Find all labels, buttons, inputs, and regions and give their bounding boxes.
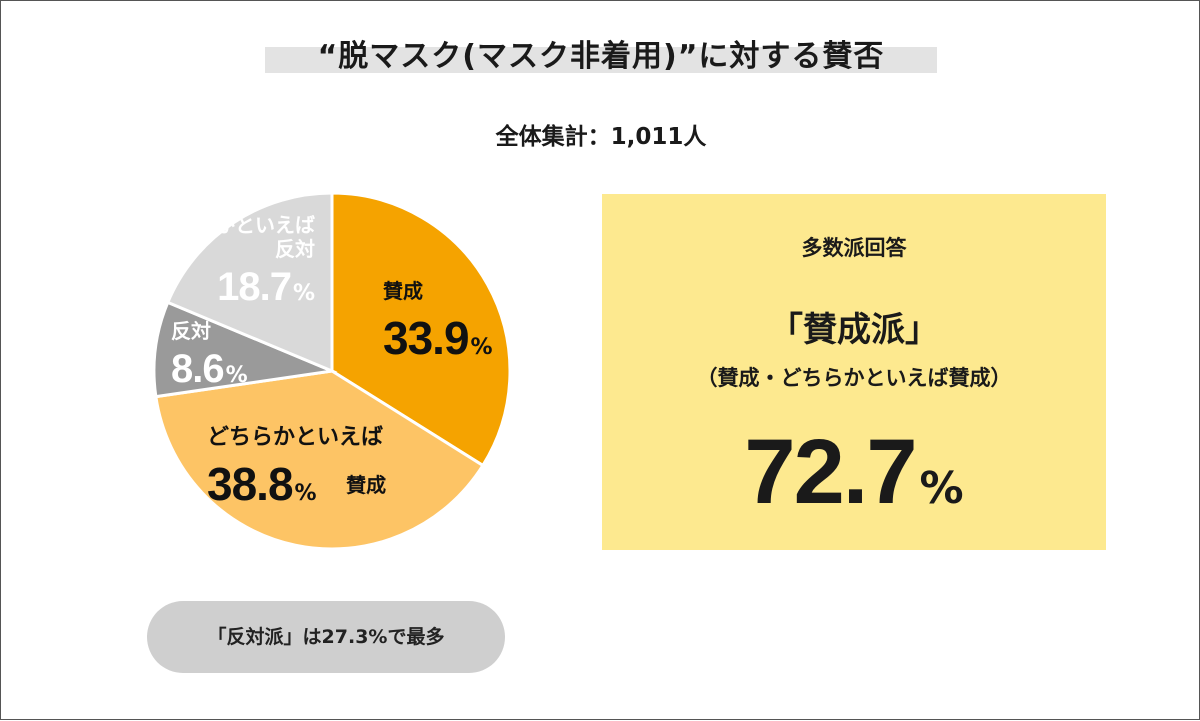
summary-total-unit: %: [919, 463, 964, 514]
pie-slice-somewhat-oppose: [165, 191, 334, 374]
slice-label-somewhat-oppose-category: どちらかといえば: [155, 213, 315, 237]
majority-summary-box: 多数派回答 「賛成派」 （賛成・どちらかといえば賛成） 72.7%: [602, 194, 1106, 550]
oppose-note-pill: 「反対派」は27.3%で最多: [147, 601, 505, 673]
slice-label-somewhat-approve: どちらかといえば 38.8% 賛成: [207, 425, 387, 510]
slice-label-approve-unit: %: [470, 335, 493, 360]
slice-label-somewhat-oppose-unit: %: [292, 281, 315, 306]
summary-heading: 多数派回答: [801, 236, 907, 260]
slice-label-somewhat-approve-unit: %: [294, 481, 317, 506]
slice-label-somewhat-approve-category-2: 賛成: [346, 473, 387, 497]
summary-description: （賛成・どちらかといえば賛成）: [696, 366, 1012, 390]
summary-total-value: 72.7: [744, 421, 917, 523]
chart-title: “脱マスク(マスク非着用)”に対する賛否: [317, 39, 885, 74]
slice-label-somewhat-oppose-value: 18.7: [217, 265, 292, 309]
pie-slice-somewhat-approve: [154, 369, 485, 551]
slice-label-somewhat-approve-value: 38.8: [207, 458, 294, 510]
title-highlight: [265, 47, 937, 73]
slice-label-oppose-unit: %: [225, 363, 248, 388]
slice-label-approve: 賛成 33.9%: [383, 281, 493, 361]
slice-label-somewhat-approve-category: どちらかといえば: [207, 425, 384, 450]
summary-total: 72.7%: [602, 426, 1106, 518]
slice-label-oppose-value: 8.6: [171, 347, 225, 391]
slice-label-oppose-category: 反対: [171, 319, 211, 343]
chart-subtitle: 全体集計：1,011人: [495, 124, 707, 150]
slice-label-somewhat-oppose-category-2: 反対: [275, 237, 315, 261]
slice-label-somewhat-oppose: どちらかといえば 反対 18.7%: [119, 215, 315, 307]
summary-faction: 「賛成派」: [769, 310, 939, 350]
slice-label-approve-category: 賛成: [383, 279, 423, 303]
pie-slice-oppose: [152, 300, 338, 399]
slice-label-approve-value: 33.9: [383, 312, 470, 364]
slice-label-oppose: 反対 8.6%: [171, 321, 248, 389]
